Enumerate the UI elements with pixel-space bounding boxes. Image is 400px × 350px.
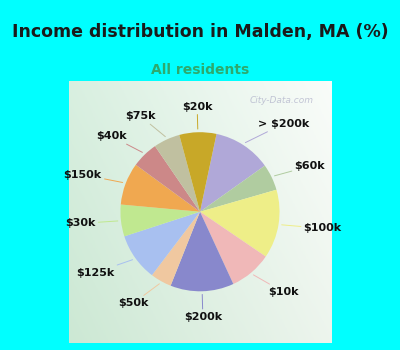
Text: $200k: $200k (184, 294, 222, 322)
Wedge shape (200, 212, 266, 284)
Wedge shape (124, 212, 200, 275)
Wedge shape (155, 135, 200, 212)
Text: $10k: $10k (254, 275, 298, 297)
Text: > $200k: > $200k (246, 119, 309, 142)
Text: $100k: $100k (282, 223, 342, 233)
Wedge shape (200, 190, 280, 257)
Text: $40k: $40k (96, 131, 142, 152)
Wedge shape (136, 146, 200, 212)
Wedge shape (179, 132, 216, 212)
Text: $60k: $60k (274, 161, 325, 176)
Text: $50k: $50k (118, 284, 159, 308)
Text: $150k: $150k (64, 170, 123, 182)
Text: City-Data.com: City-Data.com (249, 96, 313, 105)
Text: $125k: $125k (76, 260, 132, 278)
Wedge shape (171, 212, 233, 291)
Text: All residents: All residents (151, 63, 249, 77)
Text: $30k: $30k (65, 218, 118, 229)
Wedge shape (200, 134, 265, 212)
Text: Income distribution in Malden, MA (%): Income distribution in Malden, MA (%) (12, 22, 388, 41)
Wedge shape (200, 166, 276, 212)
Text: $75k: $75k (126, 111, 165, 136)
Wedge shape (120, 204, 200, 236)
Wedge shape (121, 165, 200, 212)
Wedge shape (152, 212, 200, 286)
Text: $20k: $20k (182, 102, 212, 129)
